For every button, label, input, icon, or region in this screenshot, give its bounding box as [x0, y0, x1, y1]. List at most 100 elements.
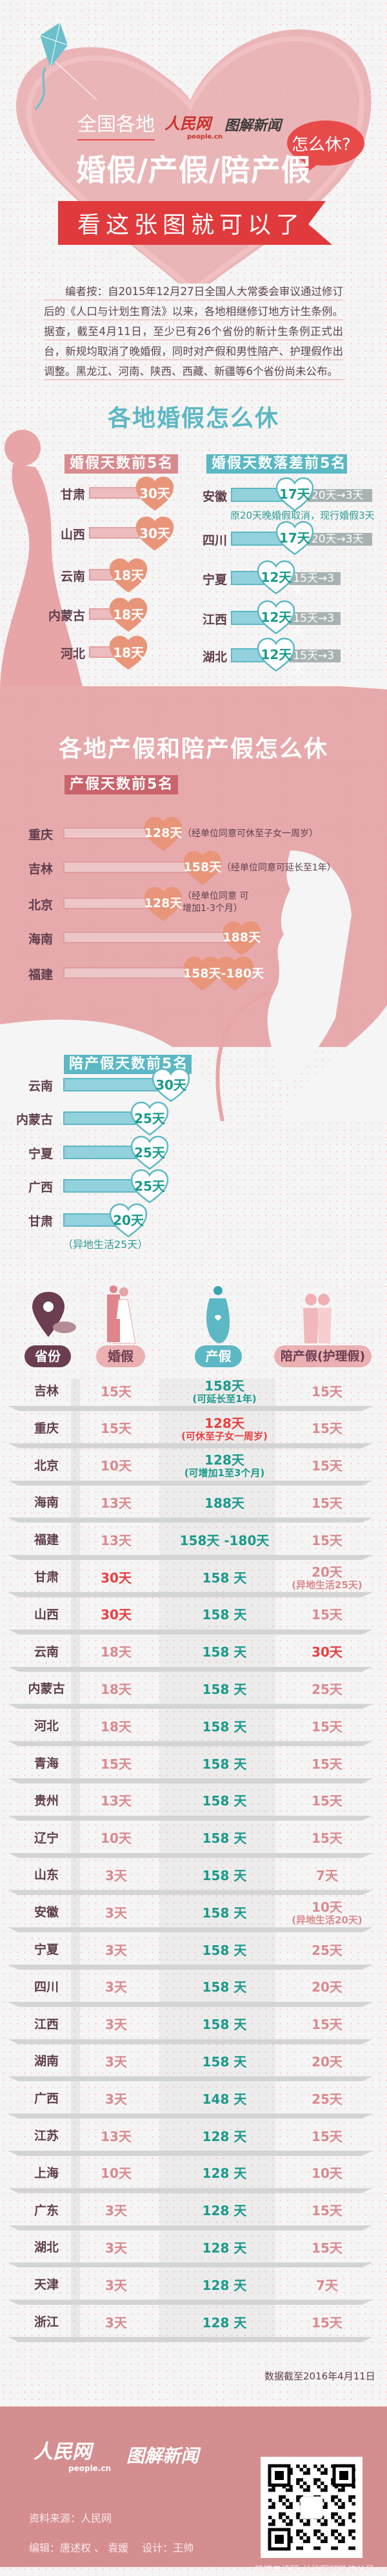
maternity-cell: 128 天 [160, 2160, 289, 2188]
change-label: 15天→3天 [289, 572, 341, 598]
maternity-cell: 128天 (可休至子女一周岁) [160, 1415, 289, 1443]
province-label: 福建 [28, 968, 53, 982]
province-label: 云南 [60, 570, 85, 584]
kite-icon [34, 22, 97, 110]
maternity-value: 158 天 [202, 2017, 247, 2033]
heart-icon [144, 816, 183, 851]
paternity-cell: 25天 [279, 1675, 375, 1704]
paternity-cell: 20天 [279, 2048, 375, 2076]
province-cell: 浙江 [34, 2315, 59, 2330]
province-cell: 河北 [34, 1719, 59, 1734]
maternity-note: (可增加1至3个月) [184, 1467, 265, 1479]
change-label: 20天→3天 [307, 489, 372, 502]
table-row: 甘肃 30天 158 天 20天 (异地生活25天) [8, 1560, 373, 1597]
header-paternity: 陪产假(护理假) [274, 1345, 372, 1367]
marriage-gap5-title: 婚假天数落差前5名 [206, 454, 347, 474]
maternity-cell: 158 天 [160, 1750, 289, 1778]
location-pin-icon [32, 1292, 76, 1337]
table-row: 山西 30天 158 天 15天 [8, 1597, 373, 1635]
paternity-cell: 15天 [279, 1713, 375, 1741]
province-cell: 江西 [34, 2017, 59, 2032]
row-divider [8, 2262, 373, 2268]
qr-code[interactable] [261, 2457, 362, 2558]
paternity-cell: 15天 [279, 1489, 375, 1517]
province-label: 云南 [28, 1079, 53, 1093]
people-logo: 人民网 people.cn [164, 111, 223, 140]
province-cell: 山东 [34, 1868, 59, 1883]
maternity-bar [63, 932, 242, 943]
row-divider [8, 2113, 373, 2119]
row-divider [8, 1592, 373, 1597]
marriage-cell: 15天 [101, 1421, 132, 1437]
paternity-value: 7天 [316, 2277, 338, 2293]
row-divider [8, 1517, 373, 1523]
row-divider [8, 1778, 373, 1783]
maternity-cell: 158 天 [160, 1825, 289, 1853]
heart-value: 12天 [261, 610, 292, 625]
marriage-cell: 10天 [101, 1458, 132, 1474]
bride-silhouette [0, 430, 84, 693]
maternity-cell: 158 天 [160, 1639, 289, 1667]
people-logo: 人民网 people.cn [34, 2436, 111, 2473]
maternity-value: 158 天 [202, 1793, 247, 1809]
paternity-value: 10天 [312, 1899, 342, 1916]
heart-icon [144, 887, 183, 921]
wedding-couple-icon [107, 1285, 136, 1344]
table-row: 江苏 13天 128 天 15天 [8, 2119, 373, 2156]
province-cell: 海南 [34, 1495, 59, 1510]
paternity-cell: 15天 [279, 1378, 375, 1406]
heart-icon [257, 560, 295, 595]
maternity-cell: 158 天 [160, 1601, 289, 1629]
paternity-value: 25天 [312, 1942, 342, 1958]
marriage-cell: 13天 [101, 1495, 132, 1511]
paternity-note: (异地生活25天) [292, 1579, 362, 1591]
couple-icon [303, 1294, 332, 1343]
column-shade [71, 1379, 80, 2342]
province-cell: 湖北 [34, 2240, 59, 2255]
maternity-cell: 158 天 [160, 1861, 289, 1890]
province-cell: 贵州 [34, 1793, 59, 1808]
maternity-cell: 158 天 [160, 2011, 289, 2039]
heart-value: 30天 [139, 486, 170, 501]
paternity-value: 15天 [312, 2128, 342, 2144]
heart-value: 158天 [183, 860, 222, 874]
paternity-cell: 15天 [279, 1750, 375, 1778]
maternity-cell: 158 天 [160, 1564, 289, 1592]
province-label: 内蒙古 [15, 1113, 53, 1127]
row-divider [8, 1406, 373, 1411]
paternity-value: 20天 [312, 1979, 342, 1995]
maternity-cell: 158 天 [160, 1974, 289, 2002]
heart-value: 188天 [223, 930, 261, 945]
maternity-cell: 158 天 [160, 1675, 289, 1704]
maternity-note: (可延长至1年) [192, 1392, 257, 1405]
marriage-cell: 3天 [105, 2240, 127, 2256]
paternity-cell: 15天 [279, 2197, 375, 2225]
row-divider [8, 2225, 373, 2231]
maternity-value: 158 天 [202, 2053, 247, 2070]
province-label: 重庆 [28, 828, 53, 842]
marriage-cell: 13天 [101, 1532, 132, 1548]
table-row: 河北 18天 158 天 15天 [8, 1709, 375, 1747]
province-cell: 辽宁 [34, 1831, 59, 1845]
paternity-value: 15天 [312, 2240, 342, 2256]
main-title: 婚假/产假/陪产假 [76, 153, 312, 187]
maternity-value: 158天 [204, 1378, 244, 1394]
maternity-cell: 158 天 [160, 1899, 289, 1927]
paternity-value: 15天 [312, 1458, 342, 1474]
marriage-cell: 3天 [105, 2277, 127, 2293]
maternity-cell: 148 天 [160, 2085, 289, 2113]
heart-value: 12天 [261, 647, 292, 662]
province-label: 内蒙古 [48, 609, 85, 623]
paternity-note: （异地生活25天） [63, 1238, 148, 1251]
table-row: 青海 15天 158 天 15天 [8, 1746, 373, 1783]
paternity-value: 25天 [312, 2091, 342, 2107]
province-label: 海南 [28, 932, 53, 947]
paternity-value: 15天 [312, 1607, 342, 1623]
heart-value: 17天 [279, 530, 310, 546]
maternity-cell: 128 天 [160, 2197, 289, 2225]
marriage-cell: 3天 [105, 2314, 127, 2331]
province-cell: 云南 [34, 1644, 59, 1659]
row-divider [8, 1629, 373, 1635]
paternity-note: (异地生活20天) [292, 1914, 362, 1927]
paternity-cell: 15天 [279, 1787, 375, 1816]
